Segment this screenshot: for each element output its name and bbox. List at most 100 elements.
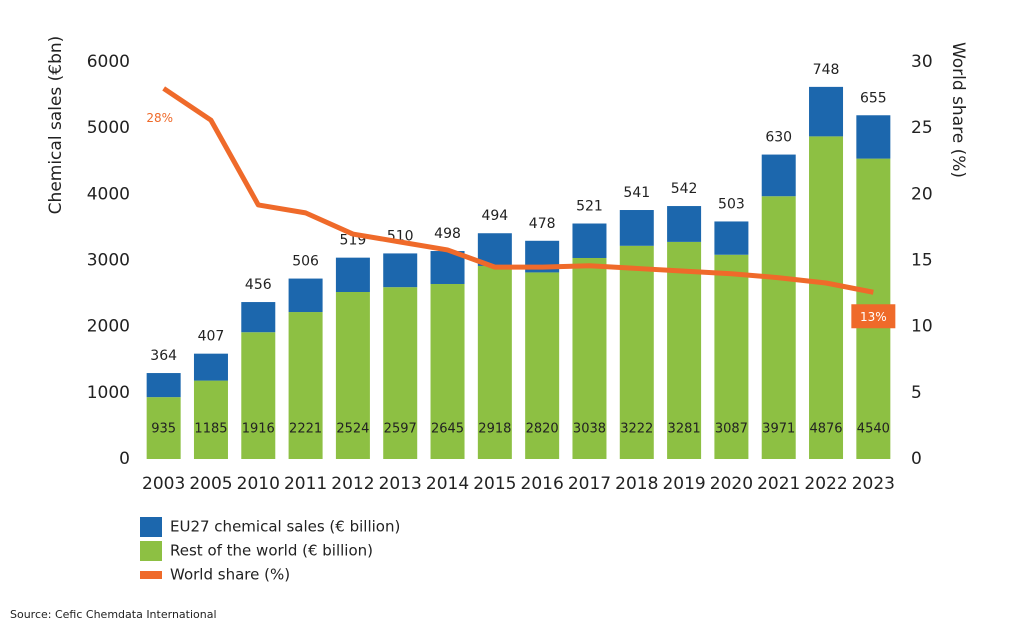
bar-segment [288, 278, 323, 313]
x-tick-label: 2023 [852, 474, 895, 494]
y2-tick-label: 30 [911, 52, 933, 72]
y-tick-label: 4000 [87, 184, 130, 204]
bar-segment [667, 206, 702, 242]
top-value-label: 655 [860, 90, 887, 106]
legend-swatch [140, 571, 162, 579]
y-tick-label: 1000 [87, 383, 130, 403]
top-value-label: 541 [623, 185, 650, 201]
bar-segment [714, 221, 749, 255]
bar-segment [525, 272, 560, 459]
x-tick-label: 2010 [237, 474, 280, 494]
x-tick-label: 2022 [804, 474, 847, 494]
bar-segment [335, 291, 370, 459]
inner-value-label: 2597 [384, 422, 417, 437]
inner-value-label: 2918 [478, 422, 511, 437]
y2-tick-label: 0 [911, 449, 922, 469]
legend-label: EU27 chemical sales (€ billion) [170, 518, 400, 536]
bar-segment [241, 332, 276, 459]
bar-segment [667, 241, 702, 459]
top-value-label: 503 [718, 196, 745, 212]
inner-value-label: 3038 [573, 422, 606, 437]
top-value-label: 478 [529, 216, 556, 232]
bar-segment [809, 136, 844, 459]
bar-segment [193, 353, 228, 381]
legend-label: World share (%) [170, 566, 290, 584]
y2-tick-label: 20 [911, 184, 933, 204]
bar-segment [856, 115, 891, 159]
inner-value-label: 3087 [715, 422, 748, 437]
inner-value-label: 4876 [809, 422, 842, 437]
x-tick-label: 2005 [189, 474, 232, 494]
bar-segment [572, 257, 607, 459]
legend-swatch [140, 541, 162, 561]
y2-tick-label: 15 [911, 251, 933, 271]
y2-axis-title: World share (%) [948, 42, 968, 178]
y-tick-label: 6000 [87, 52, 130, 72]
x-tick-label: 2014 [426, 474, 469, 494]
top-value-label: 630 [765, 130, 792, 146]
inner-value-label: 2524 [336, 422, 369, 437]
x-tick-label: 2013 [379, 474, 422, 494]
top-value-label: 364 [150, 348, 177, 364]
x-tick-label: 2017 [568, 474, 611, 494]
inner-value-label: 2645 [431, 422, 464, 437]
top-value-label: 407 [198, 329, 225, 345]
x-tick-label: 2021 [757, 474, 800, 494]
inner-value-label: 1916 [242, 422, 275, 437]
source-note: Source: Cefic Chemdata International [10, 608, 217, 621]
top-value-label: 521 [576, 199, 603, 215]
inner-value-label: 935 [151, 422, 176, 437]
bar-segment [572, 223, 607, 258]
bar-segment [430, 283, 465, 459]
x-tick-label: 2020 [710, 474, 753, 494]
inner-value-label: 3222 [620, 422, 653, 437]
legend-swatch [140, 517, 162, 537]
x-tick-label: 2016 [521, 474, 564, 494]
y2-tick-label: 25 [911, 118, 933, 138]
bar-segment [241, 302, 276, 333]
x-tick-label: 2015 [473, 474, 516, 494]
top-value-label: 498 [434, 226, 461, 242]
x-tick-label: 2011 [284, 474, 327, 494]
top-value-label: 748 [813, 62, 840, 78]
bar-segment [761, 154, 796, 197]
bar-segment [619, 245, 654, 459]
y-tick-label: 5000 [87, 118, 130, 138]
bar-segment [335, 257, 370, 292]
bar-segment [383, 287, 418, 459]
inner-value-label: 2820 [526, 422, 559, 437]
inner-value-label: 1185 [194, 422, 227, 437]
bar-segment [146, 373, 181, 398]
bar-segment [809, 86, 844, 137]
share-label-box [851, 304, 896, 329]
y2-tick-label: 10 [911, 317, 933, 337]
top-value-label: 542 [671, 181, 698, 197]
x-tick-label: 2019 [662, 474, 705, 494]
top-value-label: 456 [245, 277, 272, 293]
share-line [162, 86, 874, 295]
bar-segment [288, 312, 323, 459]
y2-tick-label: 5 [911, 383, 922, 403]
y-tick-label: 3000 [87, 251, 130, 271]
bar-segment [146, 397, 181, 459]
top-value-label: 506 [292, 254, 319, 270]
bar-segment [383, 253, 418, 288]
share-label: 28% [146, 111, 173, 125]
bar-segment [193, 380, 228, 459]
x-tick-label: 2018 [615, 474, 658, 494]
share-label: 13% [860, 310, 887, 324]
top-value-label: 494 [481, 208, 508, 224]
inner-value-label: 2221 [289, 422, 322, 437]
x-tick-label: 2012 [331, 474, 374, 494]
bar-segment [761, 196, 796, 459]
bar-segment [714, 254, 749, 459]
legend-label: Rest of the world (€ billion) [170, 542, 373, 560]
inner-value-label: 3971 [762, 422, 795, 437]
bar-segment [619, 210, 654, 246]
x-tick-label: 2003 [142, 474, 185, 494]
bar-segment [477, 265, 512, 459]
y-tick-label: 0 [119, 449, 130, 469]
inner-value-label: 4540 [857, 422, 890, 437]
y-axis-title: Chemical sales (€bn) [46, 36, 66, 215]
